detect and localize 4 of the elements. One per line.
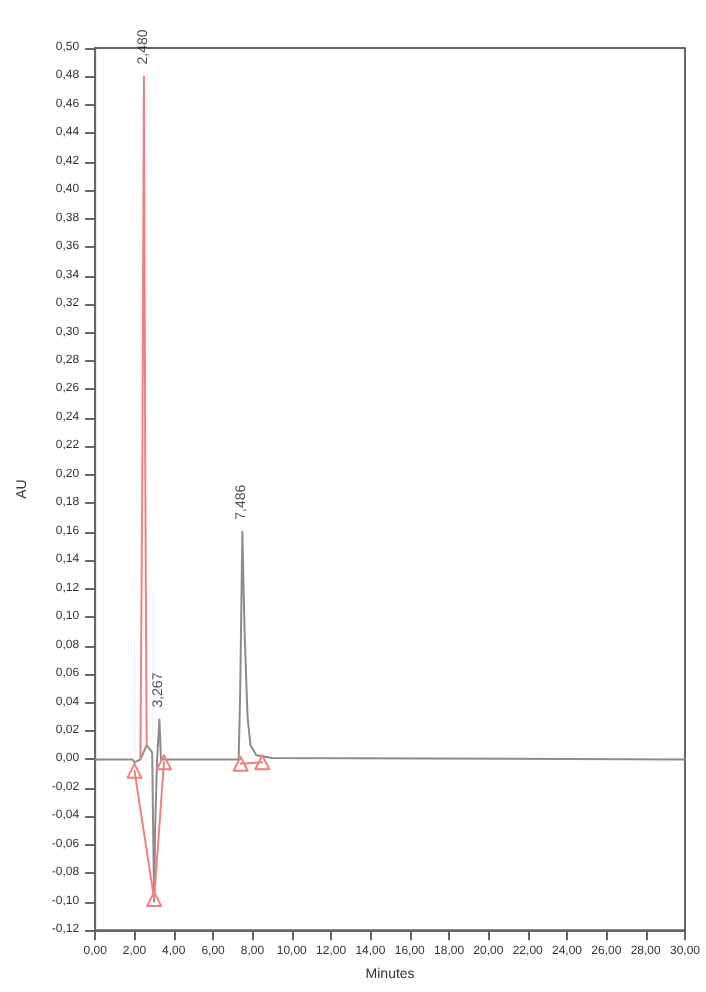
point [146,890,163,907]
point [155,754,172,771]
point [126,762,143,779]
line-series [139,75,148,761]
